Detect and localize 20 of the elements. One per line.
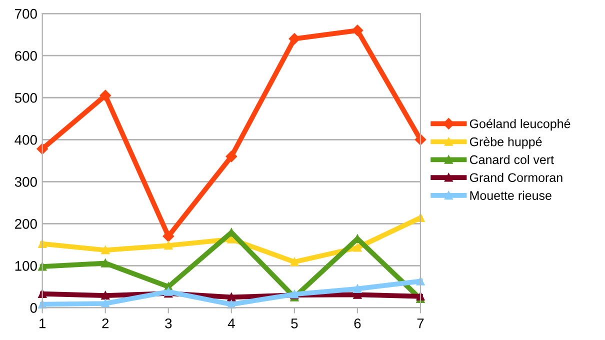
x-tick-label: 5: [291, 318, 298, 328]
legend-label: Mouette rieuse: [470, 190, 552, 200]
x-tick-label: 7: [417, 318, 424, 328]
x-tick-label: 3: [165, 318, 172, 328]
y-tick-label: 300: [14, 176, 37, 187]
x-tick-label: 6: [354, 318, 361, 328]
legend-label: Grèbe huppé: [470, 136, 542, 149]
y-tick-label: 200: [15, 219, 37, 229]
y-tick-label: 600: [15, 50, 37, 61]
y-tick-label: 700: [15, 8, 37, 19]
legend-label: Goéland leucophé: [470, 118, 570, 131]
x-tick-label: 4: [228, 318, 235, 328]
legend-label: Grand Cormoran: [470, 172, 562, 182]
x-tick-label: 1: [40, 318, 46, 328]
y-tick-label: 0: [30, 303, 37, 313]
y-tick-label: 100: [15, 261, 37, 271]
y-tick-label: 400: [14, 134, 37, 145]
y-tick-label: 500: [14, 92, 37, 103]
legend-label: Canard col vert: [470, 154, 554, 164]
x-tick-label: 2: [102, 318, 109, 328]
